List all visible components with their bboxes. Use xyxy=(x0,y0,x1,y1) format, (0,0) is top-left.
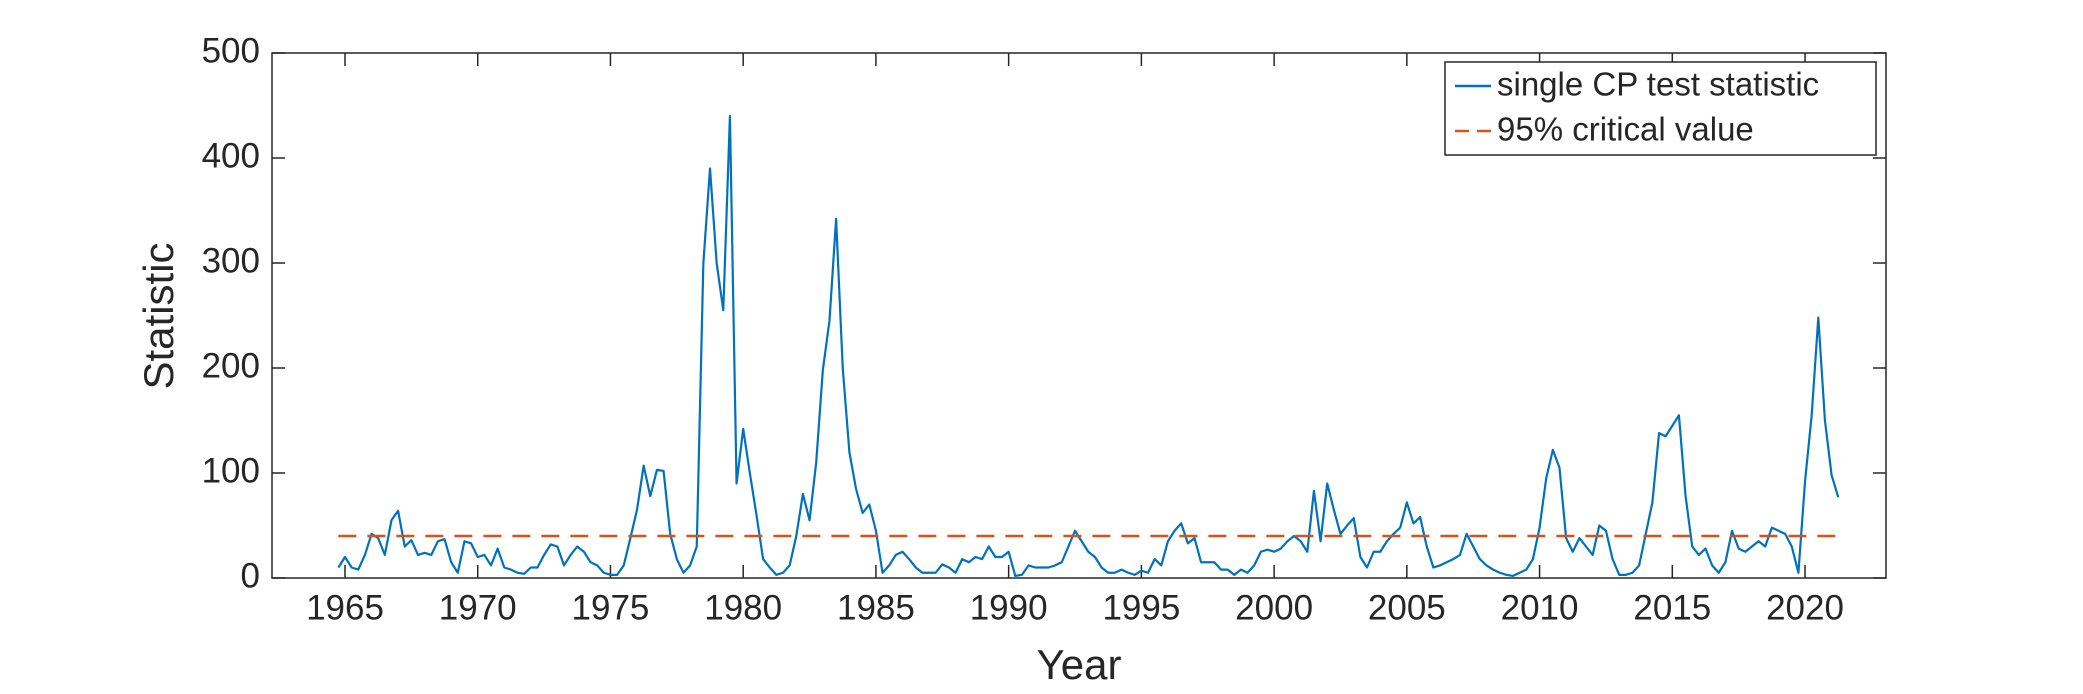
x-axis-label: Year xyxy=(1037,641,1122,688)
x-tick-label: 1965 xyxy=(306,588,384,627)
x-tick-label: 1975 xyxy=(572,588,650,627)
y-tick-label: 200 xyxy=(202,346,260,385)
x-tick-label: 1990 xyxy=(970,588,1048,627)
x-tick-label: 2015 xyxy=(1633,588,1711,627)
y-tick-label: 0 xyxy=(241,556,260,595)
y-tick-label: 300 xyxy=(202,241,260,280)
y-tick-label: 400 xyxy=(202,136,260,175)
x-tick-label: 1970 xyxy=(439,588,517,627)
axes-box xyxy=(271,52,1887,579)
x-tick-label: 1980 xyxy=(704,588,782,627)
legend-label: single CP test statistic xyxy=(1497,66,1819,103)
x-tick-label: 1985 xyxy=(837,588,915,627)
x-tick-label: 2010 xyxy=(1501,588,1579,627)
legend-label: 95% critical value xyxy=(1497,111,1754,148)
data-line xyxy=(337,114,1840,577)
x-tick-label: 2005 xyxy=(1368,588,1446,627)
x-tick-label: 1995 xyxy=(1102,588,1180,627)
y-tick-label: 100 xyxy=(202,451,260,490)
legend-box xyxy=(1444,61,1877,156)
y-tick-label: 500 xyxy=(202,31,260,70)
y-axis-label: Statistic xyxy=(135,242,182,389)
x-tick-label: 2020 xyxy=(1766,588,1844,627)
x-tick-label: 2000 xyxy=(1235,588,1313,627)
